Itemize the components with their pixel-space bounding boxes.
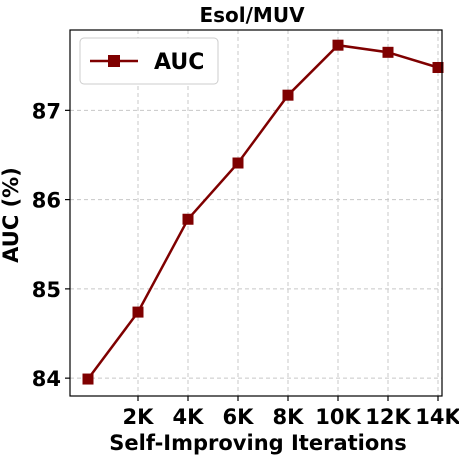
x-tick-label: 4K: [173, 405, 205, 429]
x-axis-label: Self-Improving Iterations: [109, 431, 406, 455]
data-point: [82, 373, 94, 385]
x-tick-label: 6K: [223, 405, 255, 429]
y-axis: 84 85 86 87: [32, 99, 70, 391]
legend-box: [79, 37, 219, 85]
y-tick-label: 84: [32, 367, 61, 391]
series-group: [82, 39, 444, 385]
chart-title: Esol/MUV: [199, 3, 305, 27]
plot-frame: [69, 29, 443, 397]
legend-label: AUC: [154, 50, 204, 75]
y-axis-label: AUC (%): [0, 167, 23, 263]
y-tick-label: 85: [32, 278, 61, 302]
x-tick-label: 14K: [415, 405, 459, 429]
x-tick-label: 12K: [365, 405, 411, 429]
x-tick-label: 10K: [315, 405, 361, 429]
data-point: [332, 39, 344, 51]
data-point: [282, 89, 294, 101]
data-point: [432, 61, 444, 73]
data-point: [132, 306, 144, 318]
x-axis: 2K 4K 6K 8K 10K 12K 14K: [123, 396, 459, 429]
grid-lines: [70, 30, 442, 396]
y-tick-label: 86: [32, 189, 61, 213]
legend-marker: [108, 55, 120, 67]
data-point: [382, 46, 394, 58]
y-tick-label: 87: [32, 99, 61, 123]
data-point: [232, 157, 244, 169]
x-tick-label: 8K: [273, 405, 305, 429]
legend: AUC: [79, 37, 219, 85]
data-point: [182, 213, 194, 225]
x-tick-label: 2K: [123, 405, 155, 429]
series-line: [86, 43, 439, 380]
